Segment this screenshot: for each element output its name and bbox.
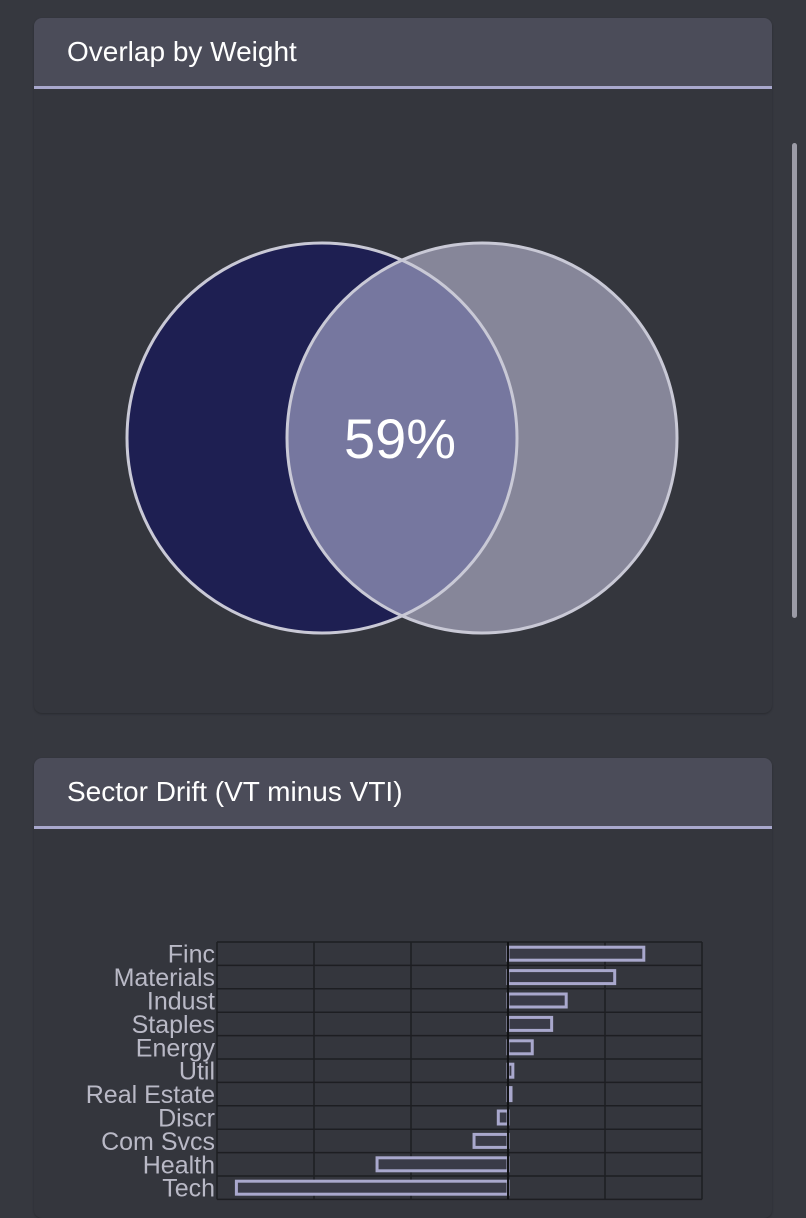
scrollbar[interactable] xyxy=(792,143,797,618)
overlap-card-title: Overlap by Weight xyxy=(34,18,772,89)
bar-health xyxy=(375,1156,510,1173)
bar-indust xyxy=(506,992,568,1009)
bar-tech xyxy=(234,1179,510,1196)
category-label: Real Estate xyxy=(86,1081,215,1109)
venn-outline-left xyxy=(125,241,519,635)
bar-discr xyxy=(496,1109,510,1126)
sector-drift-card-title: Sector Drift (VT minus VTI) xyxy=(34,758,772,829)
overlap-percent-label: 59% xyxy=(344,407,456,470)
category-label: Discr xyxy=(158,1105,215,1133)
sector-drift-chart: FincMaterialsIndustStaplesEnergyUtilReal… xyxy=(86,941,703,1203)
category-label: Finc xyxy=(168,941,215,969)
bar-finc xyxy=(506,945,646,962)
bar-staples xyxy=(506,1015,554,1032)
venn-diagram: 59% xyxy=(125,241,679,635)
category-label: Staples xyxy=(132,1011,215,1039)
category-label: Materials xyxy=(114,964,215,992)
category-label: Util xyxy=(179,1058,215,1086)
venn-outline-right xyxy=(285,241,679,635)
category-label: Tech xyxy=(162,1175,215,1203)
sector-drift-card: Sector Drift (VT minus VTI) Finc Material… xyxy=(34,758,772,1218)
category-label: Indust xyxy=(147,988,215,1016)
bar-materials xyxy=(506,969,617,986)
category-label: Energy xyxy=(136,1034,216,1062)
category-label: Health xyxy=(143,1151,215,1179)
venn-intersection xyxy=(287,243,517,633)
bar-com-svcs xyxy=(472,1132,510,1149)
bar-energy xyxy=(506,1039,534,1056)
overlap-card: Overlap by Weight 59% xyxy=(34,18,772,713)
category-label: Com Svcs xyxy=(101,1128,215,1156)
